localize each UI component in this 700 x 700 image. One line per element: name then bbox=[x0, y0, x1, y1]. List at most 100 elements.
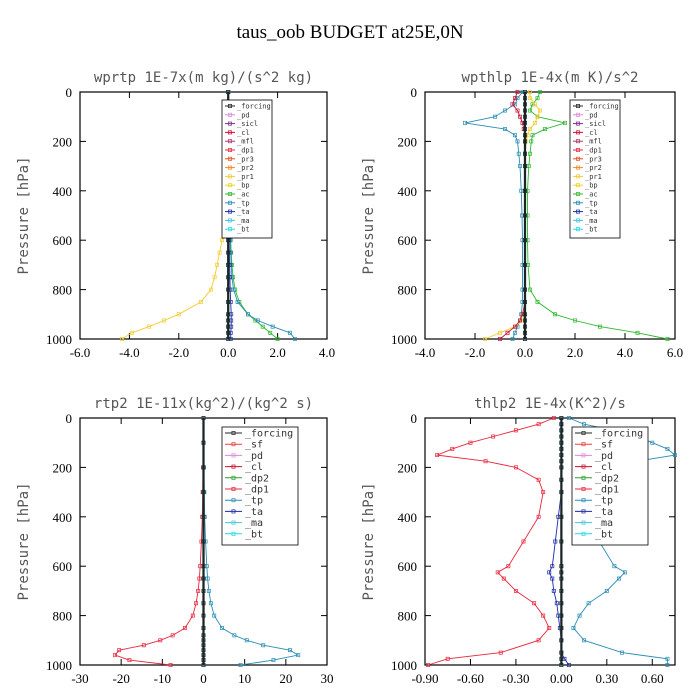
panel-3-series-forcing-point bbox=[201, 440, 206, 445]
panel-2-series-forcing-point bbox=[523, 213, 527, 218]
panel-2-legend-marker bbox=[576, 130, 580, 135]
panel-2-series-tp-point bbox=[515, 96, 520, 101]
panel-1-legend-label: _bp bbox=[237, 182, 250, 190]
panel-1-series-pr1-point bbox=[129, 330, 134, 335]
panel-4-series-dp1-point bbox=[536, 638, 541, 643]
panel-3-legend-marker bbox=[231, 531, 236, 536]
panel-2-series-forcing-point bbox=[523, 127, 527, 131]
panel-4-series-tp-point bbox=[566, 416, 571, 420]
panel-2-legend-marker bbox=[576, 104, 580, 108]
panel-1-legend-marker bbox=[228, 227, 232, 232]
panel-1-ytick-label: 1000 bbox=[46, 332, 72, 347]
panel-1-series-ac-point bbox=[275, 337, 280, 341]
panel-2-series-forcing-point bbox=[523, 312, 527, 317]
panel-4-series-forcing-point bbox=[559, 440, 564, 445]
panel-1-xtick-label: 4.0 bbox=[319, 345, 335, 360]
panel-4-ytick-label: 400 bbox=[398, 510, 418, 525]
panel-4-series-tp-point bbox=[571, 625, 576, 630]
panel-1-series-forcing-point bbox=[226, 238, 231, 243]
panel-4-legend-label: _pd bbox=[595, 451, 613, 462]
panel-4-legend-marker bbox=[581, 509, 586, 514]
panel-2-series-tp-point bbox=[503, 127, 507, 131]
panel-1-legend-marker bbox=[228, 156, 232, 161]
panel-3-ytick-label: 200 bbox=[53, 460, 73, 475]
panel-2-series-ac-point bbox=[528, 151, 532, 156]
panel-4-series-forcing-point bbox=[559, 650, 564, 655]
panel-2-series-ac-point bbox=[635, 330, 640, 335]
panel-1-series-forcing-point bbox=[226, 337, 231, 341]
panel-4-series-forcing-point bbox=[559, 465, 564, 470]
panel-2-series-tp-point bbox=[518, 164, 522, 169]
panel-1-series-tp-point bbox=[288, 330, 292, 335]
panel-2-series-pr1-point bbox=[498, 330, 502, 335]
panel-2-series-ac-point bbox=[543, 127, 547, 131]
panel-1-series-pr1-point bbox=[147, 324, 152, 329]
panel-2-series-tp-point bbox=[519, 188, 524, 193]
panel-4-legend-label: _dp2 bbox=[595, 473, 619, 484]
panel-4-xtick-label: -0.30 bbox=[502, 671, 529, 686]
panel-4-series-forcing-point bbox=[559, 601, 564, 606]
panel-2-series-ac-point bbox=[538, 90, 542, 94]
panel-4-series-ta-point bbox=[554, 601, 559, 606]
panel-1-legend-label: _pr3 bbox=[237, 155, 254, 163]
panel-3-legend-box bbox=[221, 426, 299, 546]
panel-3-legend-label: _ta bbox=[245, 507, 263, 518]
panel-2-legend-marker bbox=[576, 200, 580, 205]
panel-1-legend-marker bbox=[228, 130, 232, 135]
panel-1-legend-label: _ta bbox=[237, 208, 250, 216]
panel-1-series-forcing-point bbox=[226, 312, 231, 317]
panel-4-series-forcing-point bbox=[559, 588, 564, 593]
panel-1-series-pr1-point bbox=[176, 312, 181, 317]
panel-4-series-dp1-point bbox=[495, 570, 500, 575]
panel-2-series-forcing-point bbox=[523, 188, 527, 193]
panel-1-legend-label: _pr2 bbox=[237, 164, 254, 172]
panel-2-series-cl-point bbox=[513, 324, 517, 329]
panel-4-series-forcing-point bbox=[559, 490, 564, 495]
panel-4-series-dp1-point bbox=[536, 477, 541, 482]
panel-1-series-pr1-point bbox=[212, 275, 217, 280]
panel-2-legend-label: _pd bbox=[585, 111, 598, 119]
panel-2-series-ac-point bbox=[665, 337, 670, 341]
panel-2-series-forcing-point bbox=[523, 133, 527, 138]
panel-2-legend-label: _dp1 bbox=[585, 147, 602, 155]
panel-1-ytick-label: 0 bbox=[66, 85, 73, 100]
panel-2-legend-marker bbox=[576, 139, 580, 144]
panel-4-series-dp1-point bbox=[513, 588, 518, 593]
panel-2-xtick-label: 0.0 bbox=[517, 345, 533, 360]
panel-3-legend-label: _pd bbox=[245, 451, 263, 462]
panel-3-series-dp1-point bbox=[183, 625, 187, 630]
panel-4-ylabel: Pressure [hPa] bbox=[361, 482, 377, 600]
panel-1-legend-label: _cl bbox=[237, 129, 250, 137]
panel-4-legend-label: _cl bbox=[595, 462, 613, 473]
panel-3-xtick-label: -20 bbox=[112, 671, 129, 686]
panel-2-series-pr1-point bbox=[528, 96, 532, 101]
panel-4-series-ta-point bbox=[566, 663, 571, 667]
panel-4-series-tp-point bbox=[604, 588, 609, 593]
panel-3-series-tp-point bbox=[205, 576, 210, 581]
panel-1-series-pr1-point bbox=[217, 250, 222, 255]
panel-4-legend-marker bbox=[581, 520, 586, 525]
panel-3-series-forcing-point bbox=[201, 653, 206, 658]
panel-1-series-forcing-point bbox=[226, 318, 231, 323]
panel-1-legend-marker bbox=[228, 209, 232, 214]
panel-3-legend-label: _forcing bbox=[245, 429, 293, 440]
panel-4-legend-marker bbox=[581, 442, 586, 447]
panel-2-series-cl-point bbox=[498, 337, 502, 341]
panel-2-series-pr1-point bbox=[533, 120, 537, 125]
panel-3-legend-marker bbox=[231, 464, 236, 469]
panel-1-legend-marker bbox=[228, 104, 232, 108]
panel-1-legend-marker bbox=[228, 121, 232, 126]
panel-3-legend-marker bbox=[231, 520, 236, 525]
panel-3-legend-label: _tp bbox=[245, 496, 263, 507]
panel-4-title: thlp2 1E-4x(K^2)/s bbox=[474, 396, 626, 412]
panel-2-legend-label: _sicl bbox=[585, 120, 606, 128]
panel-1-xtick-label: -2.0 bbox=[169, 345, 190, 360]
panel-1-series-forcing-point bbox=[226, 287, 231, 292]
panel-2-series-ac-point bbox=[535, 300, 540, 304]
panel-2-legend-label: _tp bbox=[585, 199, 598, 207]
panel-2-series-forcing-point bbox=[523, 300, 527, 304]
panel-2-legend-marker bbox=[576, 192, 580, 196]
panel-2-frame bbox=[424, 91, 676, 340]
panel-2-series-forcing-point bbox=[523, 324, 527, 329]
panel-4-series-dp1-point bbox=[435, 453, 440, 458]
